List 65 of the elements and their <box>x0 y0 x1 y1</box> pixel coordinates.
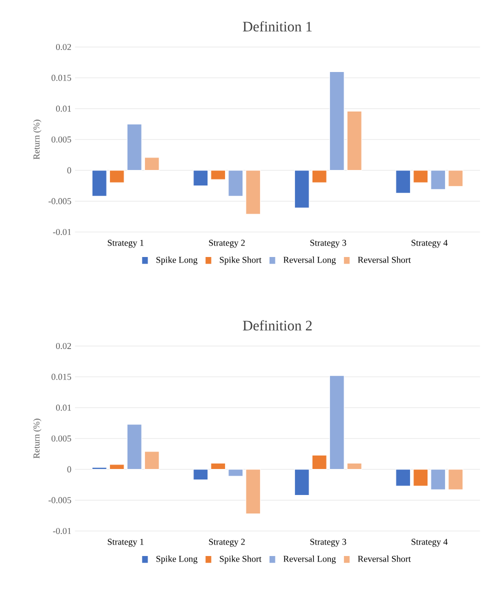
x-tick-label: Strategy 3 <box>310 240 346 248</box>
bar <box>228 469 244 476</box>
x-tick-label: Strategy 4 <box>412 240 448 248</box>
y-tick-label: 0.01 <box>56 106 71 112</box>
y-tick-label: -0.005 <box>48 198 72 204</box>
legend-label: Spike Long <box>156 256 198 265</box>
y-tick-label: -0.01 <box>53 228 71 236</box>
bar <box>413 170 428 183</box>
bar <box>246 170 261 214</box>
bar <box>126 124 142 171</box>
bar <box>210 170 226 180</box>
y-tick-label: 0.015 <box>52 374 72 380</box>
bar <box>396 469 411 486</box>
bar <box>109 464 124 470</box>
bar <box>210 462 226 470</box>
y-tick-label: 0.015 <box>52 74 72 81</box>
x-tick-label: Strategy 3 <box>310 538 346 547</box>
chart-title: Definition 2 <box>242 320 312 330</box>
y-tick-label: 0 <box>67 167 72 174</box>
x-tick-label: Strategy 2 <box>209 538 245 547</box>
bar <box>448 469 464 490</box>
bar <box>246 469 261 514</box>
y-tick-label: 0.005 <box>52 136 72 143</box>
legend-label: Reversal Long <box>283 256 336 265</box>
legend-label: Reversal Short <box>358 256 411 263</box>
bar <box>346 110 362 171</box>
bar <box>109 170 124 183</box>
y-tick-label: 0 <box>67 466 72 472</box>
bar <box>294 469 310 496</box>
y-tick-label: 0.02 <box>56 44 71 50</box>
bar <box>396 170 411 194</box>
bar <box>294 170 310 208</box>
bar <box>346 462 362 470</box>
bar <box>193 170 208 186</box>
y-axis-title: Return (%) <box>33 120 42 160</box>
x-tick-label: Strategy 2 <box>209 240 245 248</box>
bar <box>448 170 464 187</box>
y-tick-label: 0.005 <box>52 435 72 442</box>
bar <box>92 170 107 197</box>
y-axis-title: Return (%) <box>33 418 42 458</box>
bar <box>329 375 344 470</box>
chart-title: Definition 1 <box>242 21 312 32</box>
y-tick-label: 0.02 <box>56 342 71 350</box>
x-tick-label: Strategy 1 <box>108 538 144 547</box>
bar <box>430 170 446 190</box>
bar <box>144 451 160 470</box>
legend-label: Reversal Long <box>283 556 336 564</box>
bar <box>312 454 327 470</box>
bar <box>312 170 327 183</box>
y-tick-label: -0.01 <box>53 528 71 534</box>
bar <box>329 71 344 171</box>
bar <box>228 170 244 197</box>
bar <box>126 424 142 470</box>
legend-label: Spike Short <box>220 256 262 265</box>
bar <box>413 469 428 486</box>
x-tick-label: Strategy 1 <box>108 240 144 248</box>
bar <box>430 469 446 490</box>
legend-label: Spike Short <box>220 556 262 564</box>
legend-label: Reversal Short <box>358 556 411 562</box>
bar <box>144 157 160 171</box>
y-tick-label: -0.005 <box>48 497 72 504</box>
x-tick-label: Strategy 4 <box>412 538 448 547</box>
legend-label: Spike Long <box>156 556 198 564</box>
bar <box>193 469 208 480</box>
y-tick-label: 0.01 <box>56 404 71 411</box>
